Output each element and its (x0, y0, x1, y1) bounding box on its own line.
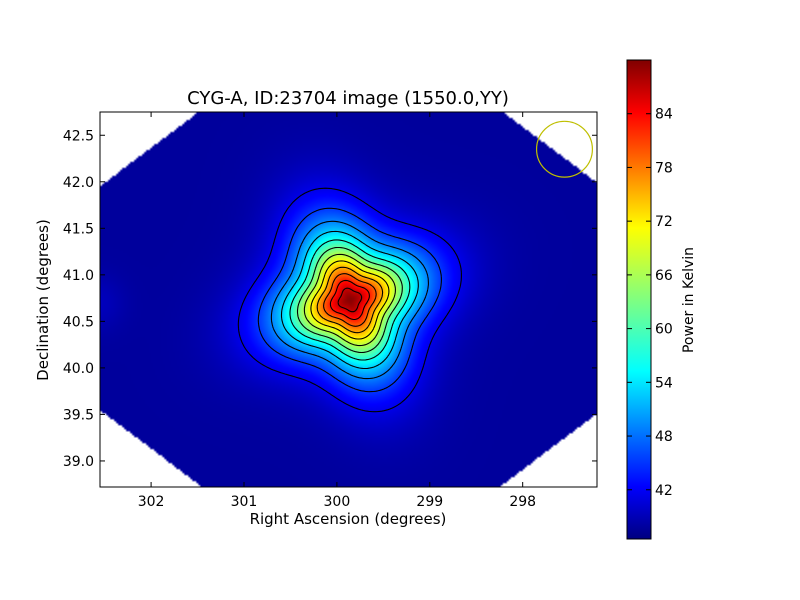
y-tick-label: 41.0 (63, 268, 94, 284)
y-tick-label: 42.5 (63, 128, 94, 144)
x-axis-label: Right Ascension (degrees) (250, 510, 447, 528)
y-tick-label: 39.0 (63, 454, 94, 470)
x-tick-label: 300 (324, 494, 351, 510)
contour-line (257, 207, 442, 393)
colorbar-tick-label: 48 (655, 429, 673, 445)
contour-line (289, 239, 411, 361)
contour-lines (237, 187, 462, 413)
contour-line (303, 253, 396, 347)
colorbar-tick-label: 66 (655, 268, 673, 284)
colorbar: 42 48 54 60 66 72 78 84 Power in Kelvin (626, 59, 697, 540)
heatmap-image (100, 112, 597, 487)
colorbar-tick-label: 54 (655, 375, 673, 391)
plot-area: 302 301 300 299 298 39.0 39.5 40.0 40.5 41.0 41.5… (63, 111, 598, 510)
contour-line (296, 246, 403, 354)
colorbar-ticks: 42 48 54 60 66 72 78 84 (627, 107, 673, 499)
contour-line (310, 260, 390, 340)
y-axis-label: Declination (degrees) (34, 219, 52, 381)
colorbar-tick-label: 60 (655, 322, 673, 338)
x-tick-label: 302 (138, 494, 165, 510)
colorbar-label: Power in Kelvin (681, 247, 697, 353)
contour-line (323, 273, 377, 327)
colorbar-tick-label: 72 (655, 214, 673, 230)
contour-line (316, 266, 384, 334)
y-tick-label: 41.5 (63, 221, 94, 237)
x-tick-label: 299 (416, 494, 443, 510)
x-tick-label: 298 (509, 494, 536, 510)
colorbar-tick-label: 84 (655, 107, 673, 123)
x-axis-ticks: 302 301 300 299 298 (138, 112, 536, 510)
beam-circle-marker (535, 120, 594, 178)
y-tick-label: 39.5 (63, 407, 94, 423)
y-tick-label: 40.5 (63, 314, 94, 330)
contour-line (237, 187, 462, 413)
colorbar-tick-label: 42 (655, 483, 673, 499)
plot-frame (99, 111, 598, 488)
contour-line (270, 220, 429, 380)
y-axis-ticks: 39.0 39.5 40.0 40.5 41.0 41.5 42.0 42.5 (63, 128, 597, 470)
y-tick-label: 42.0 (63, 175, 94, 191)
y-tick-label: 40.0 (63, 361, 94, 377)
contour-line (280, 230, 419, 370)
colorbar-tick-label: 78 (655, 160, 673, 176)
contour-line (337, 287, 363, 313)
contour-line (329, 279, 370, 321)
colorbar-gradient (626, 59, 652, 540)
chart-title: CYG-A, ID:23704 image (1550.0,YY) (187, 88, 509, 109)
x-tick-label: 301 (231, 494, 258, 510)
